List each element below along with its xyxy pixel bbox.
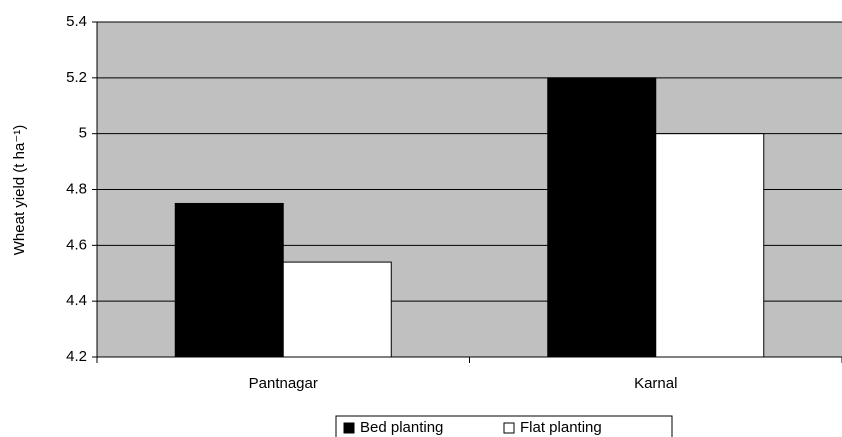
bar bbox=[547, 77, 657, 358]
y-tick-label: 4.6 bbox=[66, 236, 87, 253]
legend-swatch bbox=[343, 422, 355, 434]
y-axis-label: Wheat yield (t ha⁻¹) bbox=[11, 125, 28, 255]
y-tick-label: 4.2 bbox=[66, 348, 87, 365]
y-tick-label: 4.4 bbox=[66, 292, 87, 309]
legend-swatch bbox=[503, 422, 515, 434]
y-tick-label: 5 bbox=[79, 125, 87, 142]
x-tick-label: Pantnagar bbox=[249, 375, 318, 392]
y-tick-label: 5.2 bbox=[66, 69, 87, 86]
y-tick-label: 4.8 bbox=[66, 180, 87, 197]
legend-label: Flat planting bbox=[520, 419, 602, 436]
bar bbox=[655, 133, 765, 358]
legend-label: Bed planting bbox=[360, 419, 443, 436]
x-tick-label: Karnal bbox=[634, 375, 677, 392]
bar bbox=[282, 261, 392, 358]
y-tick-label: 5.4 bbox=[66, 13, 87, 30]
bar bbox=[174, 202, 284, 358]
